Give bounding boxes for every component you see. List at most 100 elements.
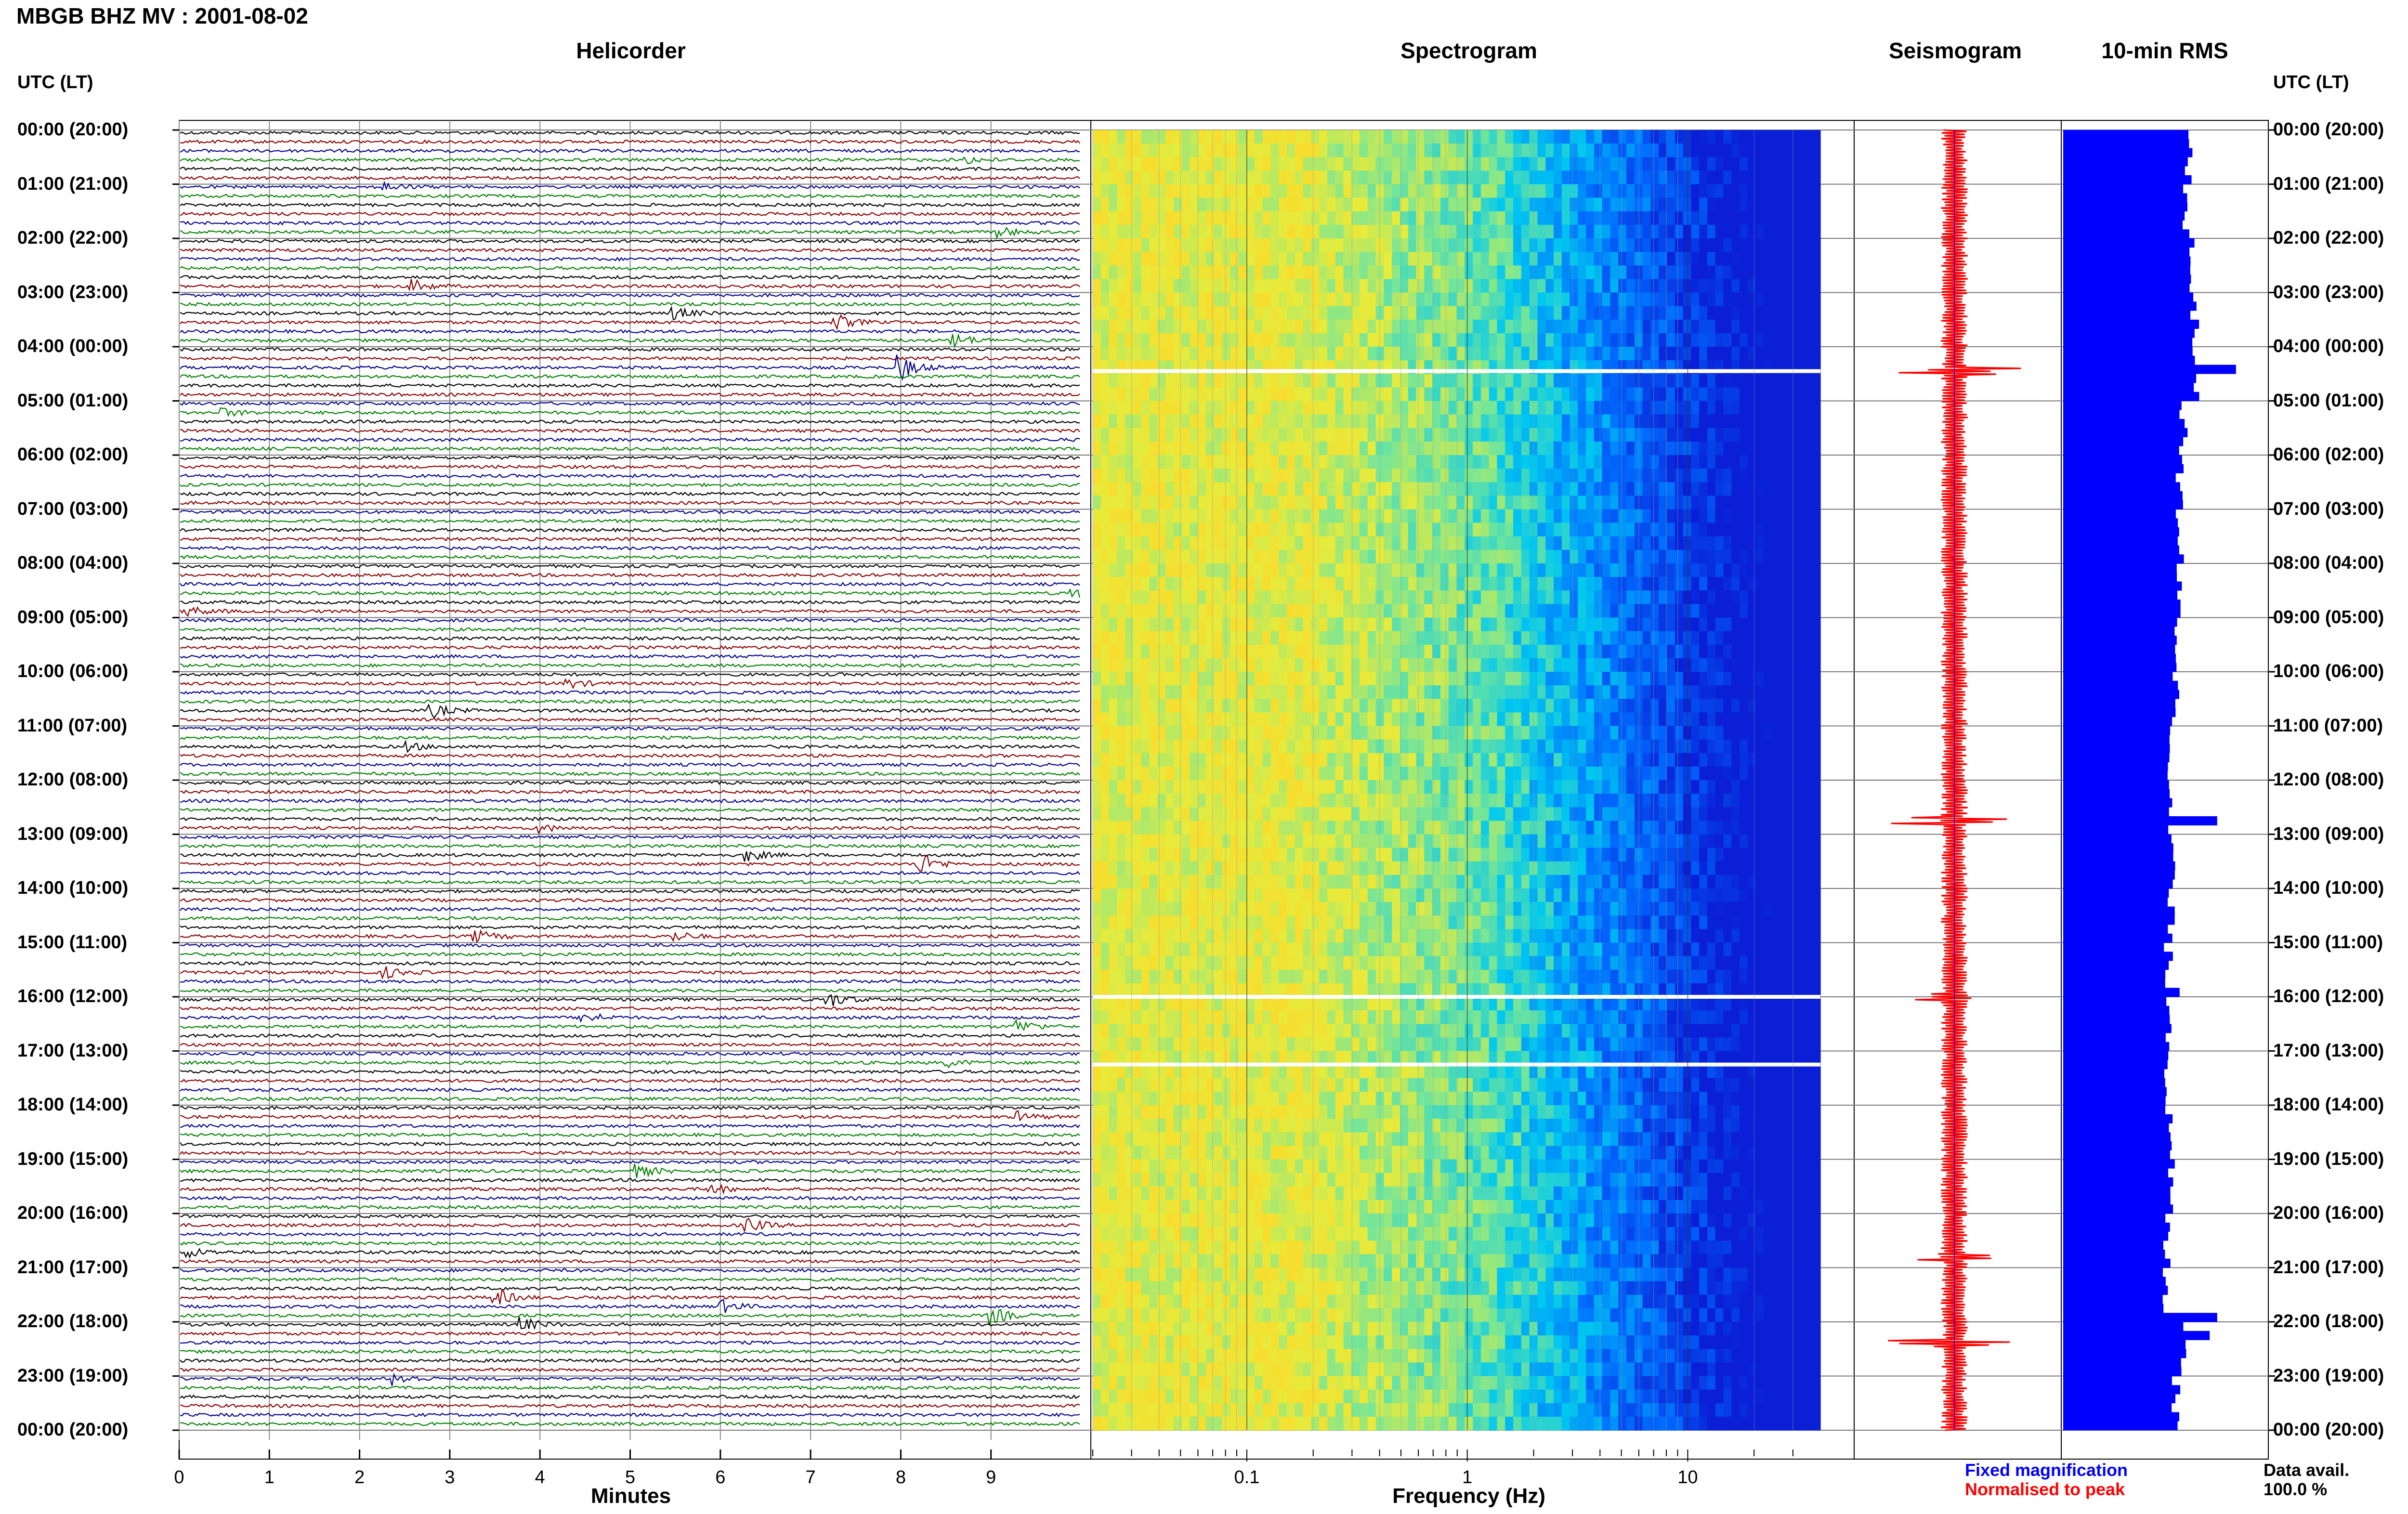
spectrogram-cell bbox=[1545, 238, 1554, 252]
spectrogram-cell bbox=[1650, 252, 1659, 266]
spectrogram-cell bbox=[1562, 320, 1570, 334]
spectrogram-cell bbox=[1230, 618, 1238, 632]
spectrogram-cell bbox=[1198, 198, 1206, 212]
spectrogram-cell bbox=[1182, 536, 1190, 550]
spectrogram-cell bbox=[1174, 780, 1182, 794]
spectrogram-cell bbox=[1554, 685, 1562, 699]
spectrogram-cell bbox=[1594, 469, 1602, 483]
spectrogram-cell bbox=[1165, 238, 1174, 252]
spectrogram-cell bbox=[1424, 780, 1432, 794]
spectrogram-cell bbox=[1772, 658, 1780, 672]
spectrogram-cell bbox=[1327, 685, 1335, 699]
spectrogram-cell bbox=[1109, 699, 1117, 713]
spectrogram-cell bbox=[1473, 238, 1481, 252]
spectrogram-cell bbox=[1489, 387, 1497, 401]
spectrogram-cell bbox=[1626, 320, 1635, 334]
spectrogram-cell bbox=[1174, 279, 1182, 293]
spectrogram-cell bbox=[1214, 658, 1222, 672]
spectrogram-cell bbox=[1206, 807, 1214, 821]
spectrogram-cell bbox=[1457, 685, 1465, 699]
spectrogram-cell bbox=[1133, 144, 1141, 157]
spectrogram-cell bbox=[1368, 198, 1376, 212]
spectrogram-cell bbox=[1368, 753, 1376, 767]
spectrogram-cell bbox=[1133, 455, 1141, 469]
spectrogram-cell bbox=[1545, 767, 1554, 781]
spectrogram-cell bbox=[1416, 794, 1425, 808]
spectrogram-cell bbox=[1683, 469, 1691, 483]
spectrogram-cell bbox=[1117, 618, 1125, 632]
spectrogram-cell bbox=[1440, 144, 1449, 157]
spectrogram-cell bbox=[1174, 685, 1182, 699]
spectrogram-cell bbox=[1643, 238, 1651, 252]
spectrogram-cell bbox=[1238, 252, 1246, 266]
spectrogram-cell bbox=[1222, 536, 1230, 550]
spectrogram-cell bbox=[1812, 821, 1820, 835]
spectrogram-cell bbox=[1279, 509, 1287, 523]
spectrogram-cell bbox=[1796, 536, 1805, 550]
spectrogram-cell bbox=[1440, 577, 1449, 591]
spectrogram-cell bbox=[1449, 590, 1457, 604]
spectrogram-cell bbox=[1182, 279, 1190, 293]
spectrogram-cell bbox=[1408, 252, 1416, 266]
spectrogram-cell bbox=[1263, 130, 1271, 144]
spectrogram-cell bbox=[1562, 835, 1570, 848]
spectrogram-cell bbox=[1174, 170, 1182, 184]
spectrogram-cell bbox=[1368, 780, 1376, 794]
spectrogram-cell bbox=[1376, 563, 1384, 577]
spectrogram-cell bbox=[1214, 387, 1222, 401]
spectrogram-cell bbox=[1351, 618, 1360, 632]
spectrogram-cell bbox=[1206, 496, 1214, 509]
spectrogram-cell bbox=[1206, 740, 1214, 754]
spectrogram-cell bbox=[1440, 469, 1449, 483]
spectrogram-cell bbox=[1125, 428, 1133, 442]
spectrogram-cell bbox=[1659, 428, 1667, 442]
spectrogram-cell bbox=[1206, 211, 1214, 225]
spectrogram-cell bbox=[1513, 130, 1521, 144]
spectrogram-cell bbox=[1513, 279, 1521, 293]
spectrogram-cell bbox=[1360, 712, 1368, 726]
spectrogram-cell bbox=[1667, 807, 1675, 821]
spectrogram-cell bbox=[1699, 387, 1707, 401]
spectrogram-cell bbox=[1101, 590, 1109, 604]
spectrogram-cell bbox=[1165, 170, 1174, 184]
spectrogram-cell bbox=[1618, 726, 1626, 740]
spectrogram-cell bbox=[1562, 401, 1570, 415]
spectrogram-cell bbox=[1270, 590, 1279, 604]
spectrogram-cell bbox=[1489, 767, 1497, 781]
spectrogram-cell bbox=[1643, 320, 1651, 334]
spectrogram-cell bbox=[1222, 740, 1230, 754]
spectrogram-cell bbox=[1408, 306, 1416, 320]
spectrogram-cell bbox=[1165, 482, 1174, 496]
spectrogram-cell bbox=[1626, 144, 1635, 157]
spectrogram-cell bbox=[1190, 387, 1198, 401]
spectrogram-cell bbox=[1165, 157, 1174, 171]
spectrogram-cell bbox=[1319, 333, 1327, 347]
spectrogram-cell bbox=[1279, 320, 1287, 334]
spectrogram-cell bbox=[1578, 170, 1586, 184]
spectrogram-cell bbox=[1150, 780, 1158, 794]
spectrogram-cell bbox=[1513, 252, 1521, 266]
spectrogram-cell bbox=[1659, 740, 1667, 754]
spectrogram-cell bbox=[1424, 442, 1432, 456]
spectrogram-cell bbox=[1756, 590, 1764, 604]
spectrogram-cell bbox=[1626, 387, 1635, 401]
spectrogram-cell bbox=[1562, 144, 1570, 157]
spectrogram-cell bbox=[1335, 211, 1344, 225]
spectrogram-cell bbox=[1505, 685, 1513, 699]
spectrogram-cell bbox=[1586, 726, 1594, 740]
spectrogram-cell bbox=[1182, 740, 1190, 754]
spectrogram-cell bbox=[1473, 712, 1481, 726]
spectrogram-cell bbox=[1432, 279, 1440, 293]
spectrogram-cell bbox=[1537, 509, 1545, 523]
spectrogram-cell bbox=[1133, 347, 1141, 361]
spectrogram-cell bbox=[1537, 144, 1545, 157]
spectrogram-cell bbox=[1537, 631, 1545, 645]
spectrogram-cell bbox=[1400, 198, 1408, 212]
spectrogram-cell bbox=[1303, 753, 1311, 767]
spectrogram-cell bbox=[1586, 144, 1594, 157]
spectrogram-cell bbox=[1295, 320, 1303, 334]
spectrogram-cell bbox=[1141, 658, 1150, 672]
spectrogram-cell bbox=[1731, 523, 1740, 537]
spectrogram-cell bbox=[1238, 347, 1246, 361]
spectrogram-cell bbox=[1513, 563, 1521, 577]
